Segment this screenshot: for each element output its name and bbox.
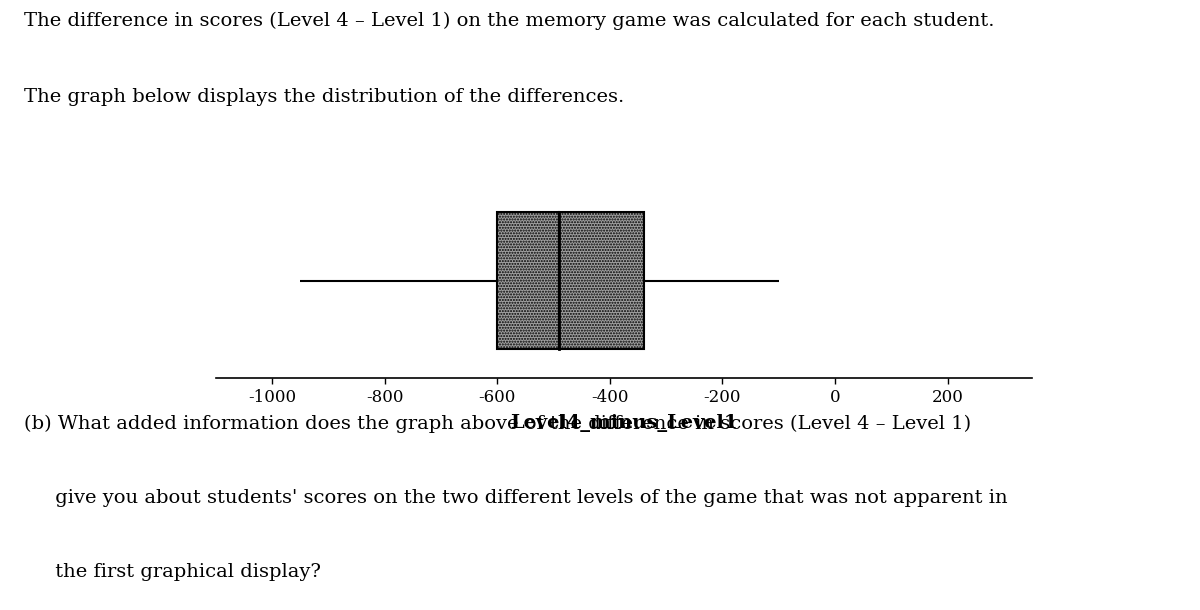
- Bar: [559, 212, 643, 349]
- Text: (b) What added information does the graph above of the difference in scores (Lev: (b) What added information does the grap…: [24, 415, 971, 433]
- Bar: [497, 212, 559, 349]
- Text: give you about students' scores on the two different levels of the game that was: give you about students' scores on the t…: [24, 489, 1008, 507]
- X-axis label: Level4_minus_Level1: Level4_minus_Level1: [510, 414, 738, 432]
- Text: The graph below displays the distribution of the differences.: The graph below displays the distributio…: [24, 88, 624, 106]
- Text: The difference in scores (Level 4 – Level 1) on the memory game was calculated f: The difference in scores (Level 4 – Leve…: [24, 12, 995, 30]
- Text: the first graphical display?: the first graphical display?: [24, 563, 322, 581]
